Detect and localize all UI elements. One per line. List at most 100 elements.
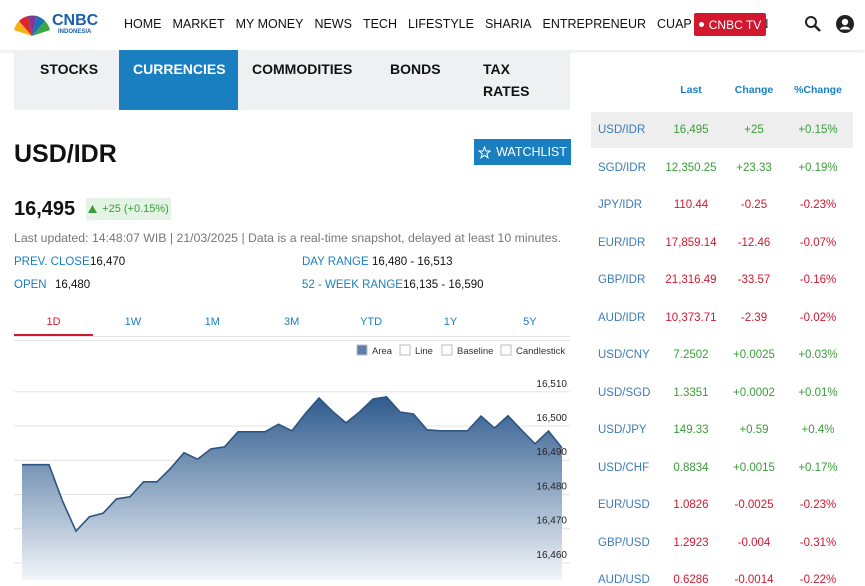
pair-name[interactable]: USD/JPY (598, 424, 647, 436)
pair-name[interactable]: USD/CNY (598, 349, 650, 361)
range-tab[interactable]: 1M (204, 316, 220, 328)
pair-name[interactable]: USD/SGD (598, 386, 651, 399)
table-cell: 1.0826 (673, 499, 709, 511)
pair-name[interactable]: AUD/USD (598, 574, 650, 586)
table-cell: +0.19% (798, 161, 838, 174)
nav-item[interactable]: MY MONEY (235, 17, 304, 31)
logo-text[interactable]: CNBC (52, 12, 99, 29)
pair-name[interactable]: JPY/IDR (598, 199, 643, 211)
chart: 16,460 16,470 16,480 16,490 16,500 16,510 Area… (14, 340, 570, 580)
stat-label: OPEN (14, 279, 47, 291)
y-tick-label: 16,500 (536, 413, 567, 424)
pair-name[interactable]: SGD/IDR (598, 161, 646, 174)
pair-name[interactable]: EUR/IDR (598, 236, 646, 249)
table-cell: +0.0025 (733, 349, 775, 361)
style-checkbox[interactable] (500, 344, 512, 356)
nav-item[interactable]: ENTREPRENEUR (542, 17, 647, 31)
search-icon[interactable] (804, 15, 822, 33)
range-tab[interactable]: 1Y (443, 316, 458, 328)
up-arrow (88, 205, 98, 213)
nav-menu: HOME MARKET MY MONEY NEWS TECH LIFESTYLE SHARI… (124, 17, 768, 31)
style-option[interactable]: Baseline (457, 346, 493, 357)
style-checkbox[interactable] (356, 344, 368, 356)
range-tab[interactable]: 1D (46, 316, 61, 328)
table-cell: +0.01% (798, 386, 838, 399)
y-tick-label: 16,470 (536, 516, 567, 527)
tab[interactable]: CURRENCIES (119, 50, 238, 110)
tab[interactable]: COMMODITIES (252, 61, 353, 77)
navbar: CNBC INDONESIA HOME MARKET MY MONEY NEWS TEC… (0, 0, 865, 50)
area-fill (22, 396, 562, 580)
tab[interactable]: STOCKS (40, 61, 99, 77)
row-highlight (591, 112, 853, 148)
range-tab[interactable]: 5Y (523, 316, 537, 328)
y-tick-label: 16,510 (536, 379, 567, 390)
account-icon[interactable] (835, 14, 855, 34)
table-header: Change (734, 84, 774, 96)
table-cell: -12.46 (737, 236, 771, 249)
last-updated: Last updated: 14:48:07 WIB | 21/03/2025 … (14, 231, 562, 245)
star-icon (478, 145, 492, 159)
stat-value: 16,470 (90, 256, 126, 268)
y-tick-label: 16,480 (536, 481, 567, 492)
table-cell: 12,350.25 (665, 161, 717, 174)
style-option[interactable]: Line (415, 346, 433, 357)
series-line (22, 396, 563, 533)
table-cell: 110.44 (673, 199, 709, 211)
stat-value: 16,480 (55, 279, 91, 291)
table-cell: -0.02% (799, 311, 837, 324)
change-badge: +25 (+0.15%) (86, 198, 171, 220)
tab[interactable]: BONDS (390, 61, 441, 77)
table-cell: -0.31% (799, 536, 837, 549)
quote-title: USD/IDR (14, 140, 117, 168)
nav-item[interactable]: MARKET (172, 17, 225, 31)
nav-item[interactable]: HOME (124, 17, 162, 31)
table-cell: +0.15% (798, 124, 838, 136)
range-tab[interactable]: 3M (284, 316, 300, 328)
pair-name[interactable]: EUR/USD (598, 499, 650, 511)
table-cell: -0.004 (737, 536, 771, 549)
pair-name[interactable]: AUD/IDR (598, 311, 646, 324)
stat-label: DAY RANGE (302, 256, 369, 268)
table-cell: +0.59 (739, 424, 769, 436)
table-cell: -0.23% (799, 199, 837, 211)
table-cell: 1.2923 (673, 536, 709, 549)
stat-value: 16,135 - 16,590 (403, 279, 484, 291)
table-cell: 149.33 (673, 424, 709, 436)
pair-name[interactable]: USD/CHF (598, 461, 650, 474)
stat-label: 52 - WEEK RANGE (302, 279, 403, 291)
y-tick-label: 16,460 (536, 550, 567, 561)
stat-label: PREV. CLOSE (14, 256, 90, 268)
style-checkbox[interactable] (399, 344, 411, 356)
pair-name[interactable]: GBP/IDR (598, 274, 646, 286)
range-tab[interactable]: YTD (360, 316, 383, 328)
table-cell: +0.0015 (733, 461, 775, 474)
tab[interactable]: TAX RATES (483, 61, 530, 99)
pair-name[interactable]: GBP/USD (598, 536, 650, 549)
table-cell: 17,859.14 (665, 236, 717, 249)
table-cell: +0.17% (798, 461, 838, 474)
table-cell: 16,495 (673, 124, 709, 136)
table-cell: -0.0025 (734, 499, 774, 511)
table-header: %Change (794, 84, 842, 96)
table-cell: +0.0002 (733, 386, 775, 399)
pair-name[interactable]: USD/IDR (598, 124, 646, 136)
style-option[interactable]: Candlestick (516, 346, 565, 357)
change-text: +25 (+0.15%) (102, 203, 169, 215)
range-tabs: 1D 1W 1M 3M YTD 1Y 5Y (14, 314, 570, 337)
nav-item[interactable]: LIFESTYLE (407, 17, 474, 31)
table-cell: -33.57 (737, 274, 771, 286)
range-tab[interactable]: 1W (124, 316, 142, 328)
nav-item[interactable]: TECH (362, 17, 397, 31)
tv-button[interactable]: CNBC TV (694, 13, 766, 36)
table-cell: -0.25 (740, 199, 768, 211)
nav-item[interactable]: NEWS (314, 17, 352, 31)
style-checkbox[interactable] (441, 344, 453, 356)
logo-sub: INDONESIA (58, 29, 92, 35)
table-cell: -0.23% (799, 499, 837, 511)
style-option[interactable]: Area (372, 346, 393, 357)
nav-item[interactable]: SHARIA (484, 17, 532, 31)
watchlist-button[interactable]: WATCHLIST (474, 139, 571, 165)
tab-bar: STOCKS CURRENCIES COMMODITIES BONDS TAX RATE… (14, 50, 570, 110)
